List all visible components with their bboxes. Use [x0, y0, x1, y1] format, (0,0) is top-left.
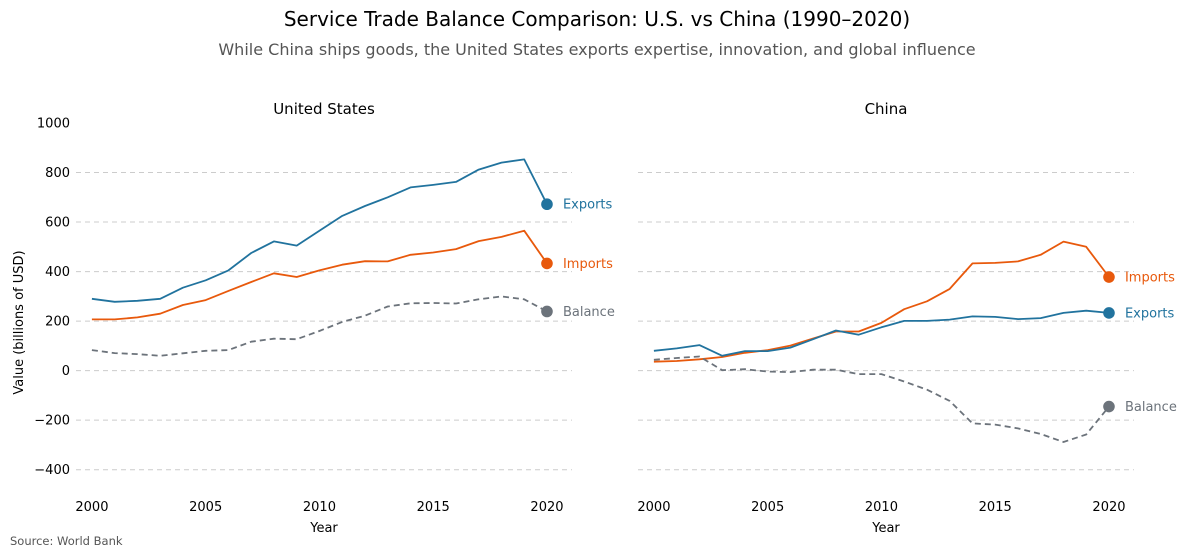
series-line-imports: [91, 229, 548, 321]
end-marker-imports: [541, 257, 553, 270]
x-tick-label: 2015: [417, 500, 450, 515]
chart-subtitle: While China ships goods, the United Stat…: [218, 40, 975, 59]
chart-panels: United States −400 −200 0 200 400 600 800 1000 20…: [12, 100, 1177, 536]
x-axis-label: Year: [309, 521, 338, 536]
y-tick-label: 200: [45, 315, 70, 330]
x-tick-label: 2005: [751, 500, 784, 515]
source-note: Source: World Bank: [10, 534, 123, 548]
x-tick-label: 2005: [189, 500, 222, 515]
panel-united-states: United States −400 −200 0 200 400 600 800 1000 20…: [12, 100, 615, 536]
end-marker-exports: [541, 198, 553, 211]
x-tick-label: 2000: [75, 500, 108, 515]
series-line-exports: [91, 158, 548, 303]
series-label-imports: Imports: [1125, 271, 1175, 286]
y-tick-label: −400: [34, 463, 70, 478]
panel-china: China 2000 2005 2010 2015 2020 Year Imports Expo…: [637, 100, 1176, 536]
y-tick-label: 800: [45, 166, 70, 181]
x-tick-label: 2010: [865, 500, 898, 515]
series-line-balance: [91, 295, 548, 357]
x-tick-label: 2000: [637, 500, 670, 515]
end-marker-exports: [1103, 307, 1115, 319]
panel-title: China: [865, 100, 908, 118]
x-tick-label: 2010: [303, 500, 336, 515]
series-label-exports: Exports: [563, 198, 613, 213]
y-tick-label: 1000: [37, 117, 70, 132]
x-tick-label: 2020: [1092, 500, 1125, 515]
end-marker-balance: [1103, 400, 1115, 413]
y-axis-label: Value (billions of USD): [12, 250, 27, 394]
end-marker-imports: [1103, 271, 1115, 283]
x-tick-label: 2015: [979, 500, 1012, 515]
y-tick-label: 600: [45, 216, 70, 231]
y-tick-label: 400: [45, 265, 70, 280]
series-label-balance: Balance: [563, 305, 615, 320]
panel-title: United States: [273, 100, 375, 118]
series-line-imports: [653, 240, 1110, 363]
chart-title: Service Trade Balance Comparison: U.S. v…: [284, 7, 910, 31]
series-label-exports: Exports: [1125, 306, 1175, 321]
end-marker-balance: [541, 305, 553, 318]
x-tick-label: 2020: [530, 500, 563, 515]
series-label-imports: Imports: [563, 257, 613, 272]
x-axis-label: Year: [871, 521, 900, 536]
series-line-exports: [653, 309, 1110, 357]
y-tick-label: 0: [62, 364, 70, 379]
series-line-balance: [653, 355, 1110, 443]
series-label-balance: Balance: [1125, 400, 1177, 415]
y-tick-label: −200: [34, 414, 70, 429]
